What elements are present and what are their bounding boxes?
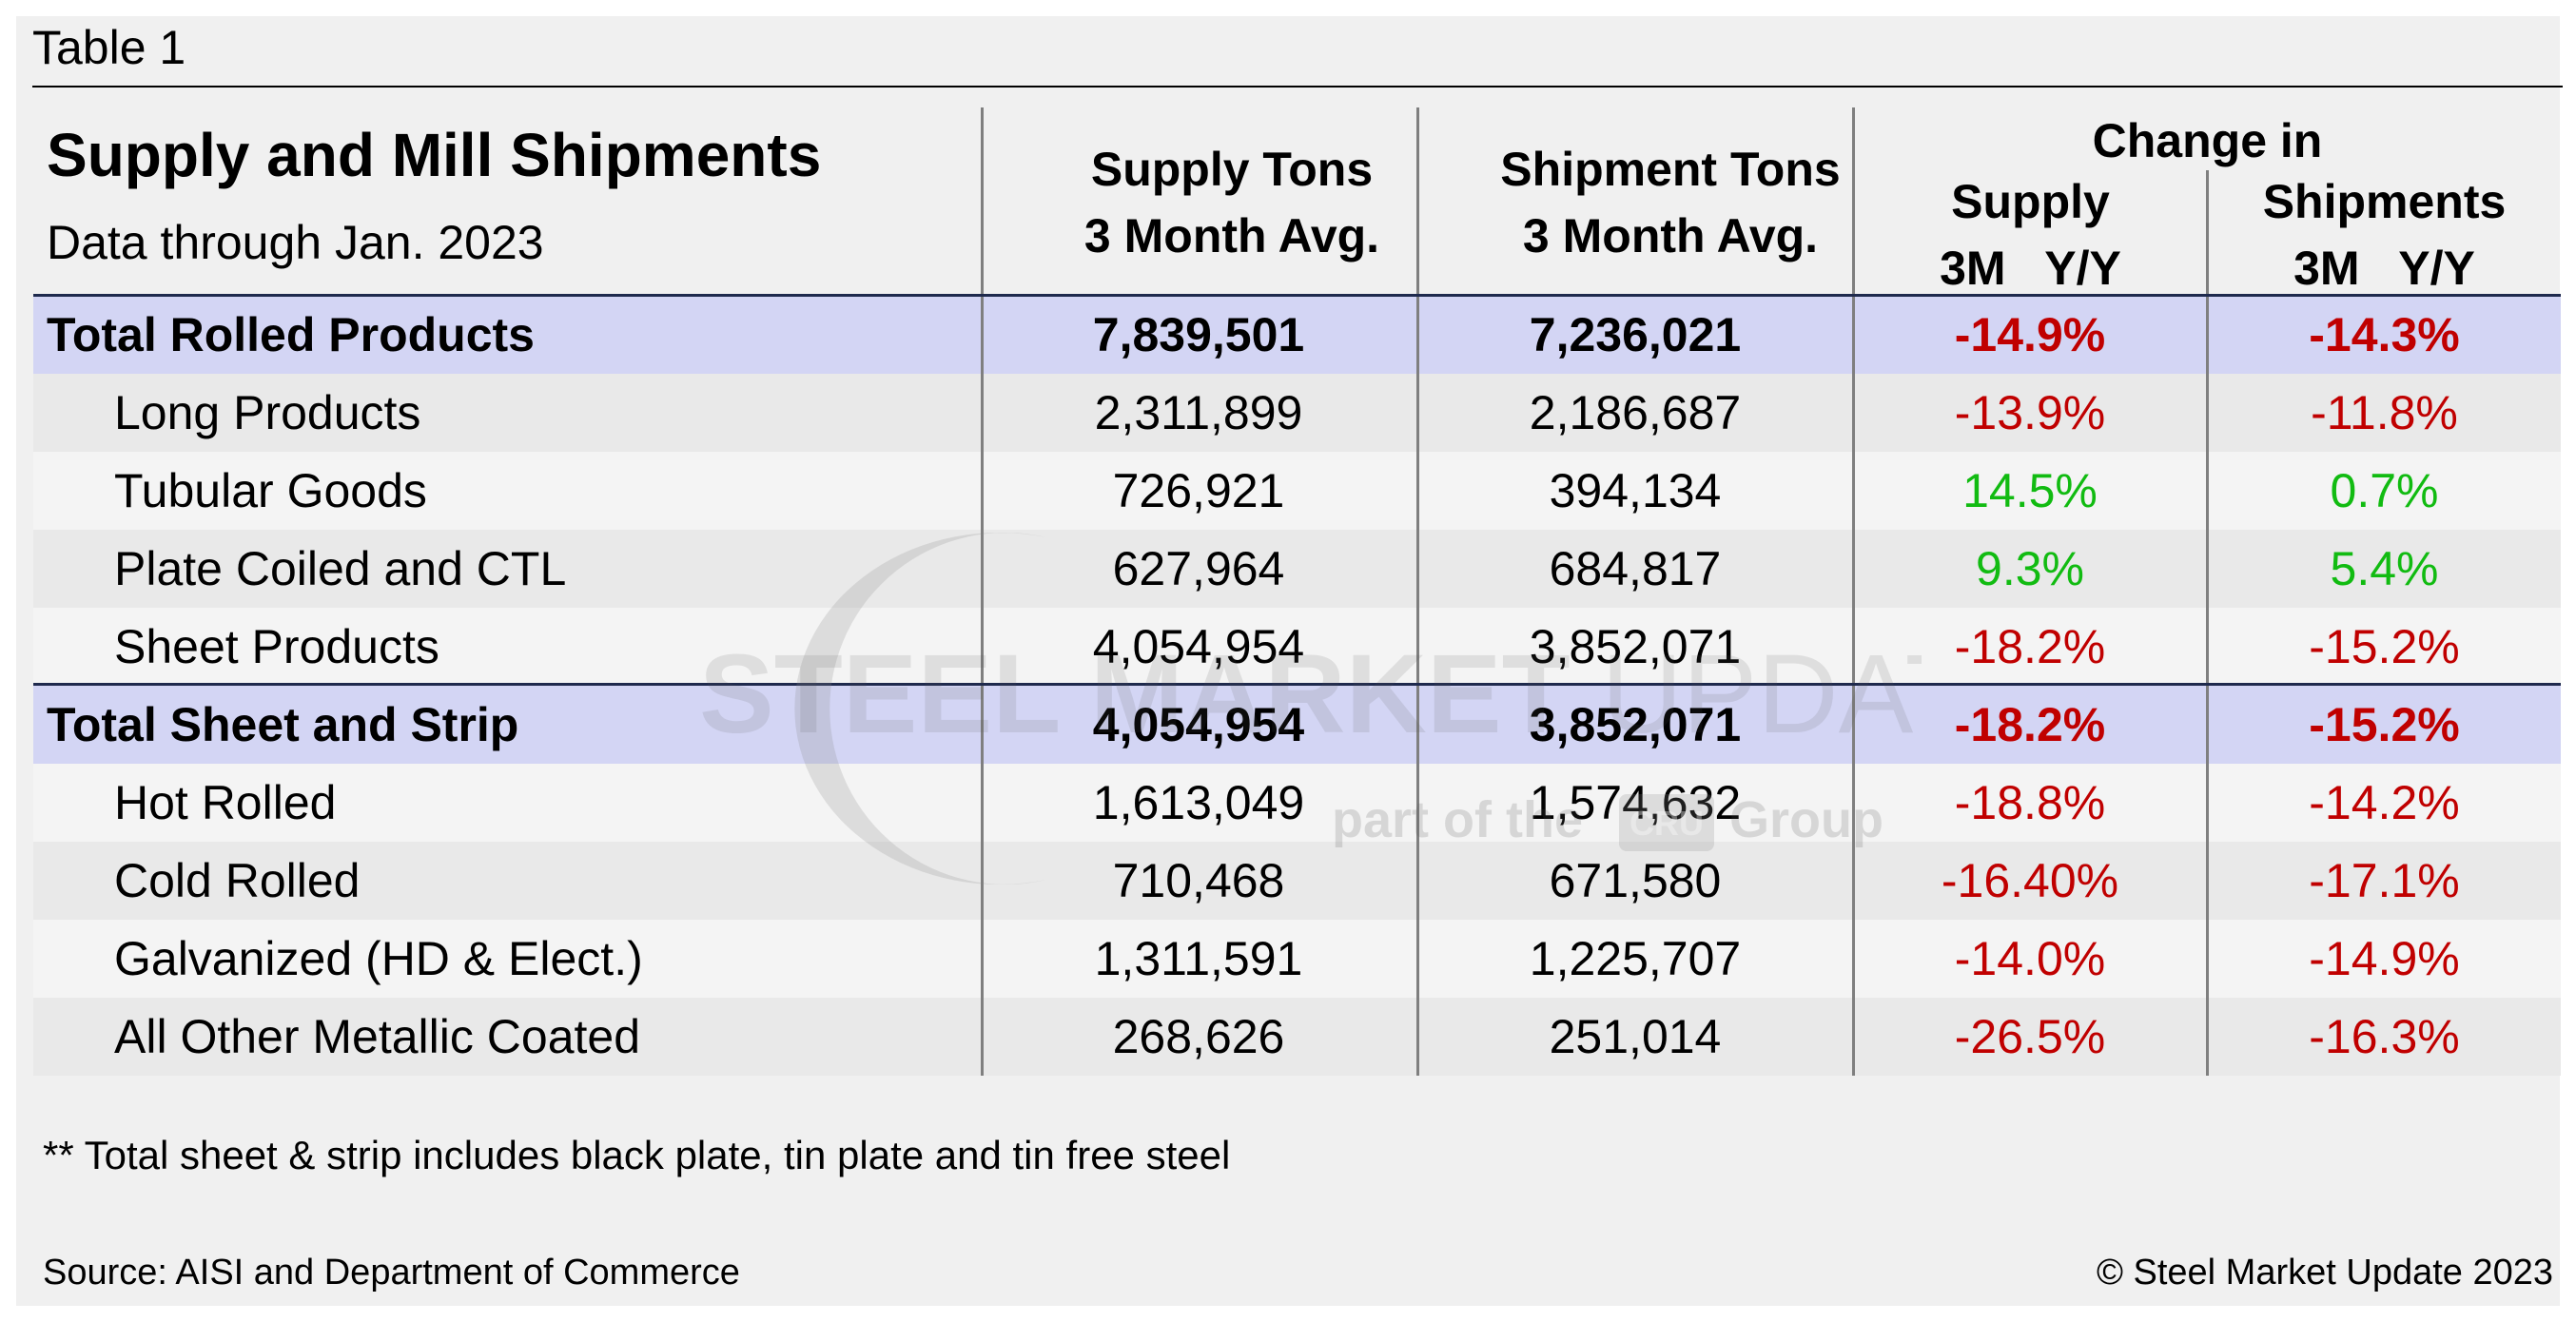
shipment-tons-header: Shipment Tons 3 Month Avg.: [1418, 136, 1922, 269]
column-divider: [1852, 107, 1855, 1076]
cell-ship-yy: -16.3%: [2309, 1010, 2460, 1063]
cell-supply: 1,613,049: [1092, 776, 1305, 829]
cell-ship-yy: -15.2%: [2309, 620, 2460, 673]
cell-supply-yy: -14.0%: [1954, 932, 2106, 985]
cell-ship-yy: -17.1%: [2309, 854, 2460, 907]
row-label: Tubular Goods: [114, 464, 427, 517]
cell-supply-yy: -13.9%: [1954, 386, 2106, 439]
row-label: Total Rolled Products: [47, 308, 535, 361]
cell-ship-yy: -15.2%: [2309, 698, 2460, 751]
cell-supply: 1,311,591: [1094, 932, 1303, 985]
change-in-header: Change in: [2092, 114, 2323, 167]
row-band: [33, 842, 2561, 920]
cell-shipment: 1,225,707: [1529, 932, 1742, 985]
supply-change-header: Supply 3M Y/Y: [1854, 168, 2207, 301]
cell-supply-yy: -14.9%: [1954, 308, 2106, 361]
section-rule: [33, 683, 2561, 686]
column-divider: [981, 107, 984, 1076]
source-note: Source: AISI and Department of Commerce: [43, 1253, 740, 1293]
cell-supply: 4,054,954: [1092, 620, 1305, 673]
supply-change-header-line1: Supply: [1951, 175, 2110, 228]
cell-ship-yy: 0.7%: [2330, 464, 2439, 517]
row-band: [33, 998, 2561, 1076]
row-label: Plate Coiled and CTL: [114, 542, 567, 595]
cell-supply-yy: -18.2%: [1954, 698, 2106, 751]
cell-ship-yy: -14.2%: [2309, 776, 2460, 829]
row-band: [33, 920, 2561, 998]
shipments-change-header-line1: Shipments: [2262, 175, 2507, 228]
cell-shipment: 394,134: [1549, 464, 1722, 517]
header-rule: [33, 294, 2561, 297]
cell-supply-yy: -16.40%: [1941, 854, 2119, 907]
cell-supply: 627,964: [1112, 542, 1285, 595]
row-label: Total Sheet and Strip: [47, 698, 519, 751]
supply-change-header-line2: 3M Y/Y: [1940, 242, 2121, 295]
column-divider: [1416, 107, 1419, 1076]
cell-shipment: 251,014: [1549, 1010, 1722, 1063]
row-label: All Other Metallic Coated: [114, 1010, 641, 1063]
cell-shipment: 3,852,071: [1529, 698, 1742, 751]
cell-ship-yy: -11.8%: [2311, 386, 2458, 439]
shipments-change-header: Shipments 3M Y/Y: [2208, 168, 2561, 301]
cell-supply: 268,626: [1112, 1010, 1285, 1063]
cell-ship-yy: -14.9%: [2309, 932, 2460, 985]
supply-shipments-table: Supply and Mill Shipments Data through J…: [33, 107, 2561, 1076]
row-band: [33, 452, 2561, 530]
table-title: Supply and Mill Shipments: [47, 121, 822, 189]
row-label: Sheet Products: [114, 620, 439, 673]
row-band: [33, 764, 2561, 842]
cell-supply-yy: -18.2%: [1954, 620, 2106, 673]
cell-supply: 726,921: [1112, 464, 1285, 517]
cell-shipment: 7,236,021: [1529, 308, 1742, 361]
cell-supply: 710,468: [1112, 854, 1285, 907]
row-band: [33, 374, 2561, 452]
cell-supply-yy: 9.3%: [1976, 542, 2084, 595]
cell-shipment: 671,580: [1549, 854, 1722, 907]
cell-supply: 4,054,954: [1092, 698, 1305, 751]
cell-supply: 2,311,899: [1094, 386, 1303, 439]
cell-supply: 7,839,501: [1092, 308, 1305, 361]
row-label: Hot Rolled: [114, 776, 337, 829]
cell-shipment: 3,852,071: [1529, 620, 1742, 673]
shipment-tons-header-line2: 3 Month Avg.: [1522, 209, 1819, 262]
cell-supply-yy: -26.5%: [1954, 1010, 2106, 1063]
cell-ship-yy: 5.4%: [2330, 542, 2439, 595]
row-band: [33, 530, 2561, 608]
shipment-tons-header-line1: Shipment Tons: [1500, 143, 1841, 196]
row-band: [33, 608, 2561, 686]
cell-supply-yy: 14.5%: [1962, 464, 2098, 517]
supply-tons-header-line2: 3 Month Avg.: [1083, 209, 1380, 262]
cell-shipment: 2,186,687: [1529, 386, 1742, 439]
cell-ship-yy: -14.3%: [2309, 308, 2460, 361]
cell-shipment: 1,574,632: [1529, 776, 1742, 829]
table-caption: Table 1: [32, 21, 186, 74]
total-row-band: [33, 296, 2561, 374]
table-subtitle: Data through Jan. 2023: [47, 216, 544, 269]
total-row-band: [33, 686, 2561, 764]
caption-rule: [32, 86, 2563, 87]
footnote: ** Total sheet & strip includes black pl…: [43, 1133, 1231, 1177]
copyright-note: © Steel Market Update 2023: [2096, 1253, 2553, 1293]
supply-tons-header: Supply Tons 3 Month Avg.: [980, 136, 1484, 269]
row-label: Cold Rolled: [114, 854, 361, 907]
cell-shipment: 684,817: [1549, 542, 1722, 595]
shipments-change-header-line2: 3M Y/Y: [2293, 242, 2475, 295]
supply-tons-header-line1: Supply Tons: [1090, 143, 1374, 196]
cell-supply-yy: -18.8%: [1954, 776, 2106, 829]
column-divider: [2206, 170, 2209, 1076]
row-label: Galvanized (HD & Elect.): [114, 932, 643, 985]
row-label: Long Products: [114, 386, 421, 439]
